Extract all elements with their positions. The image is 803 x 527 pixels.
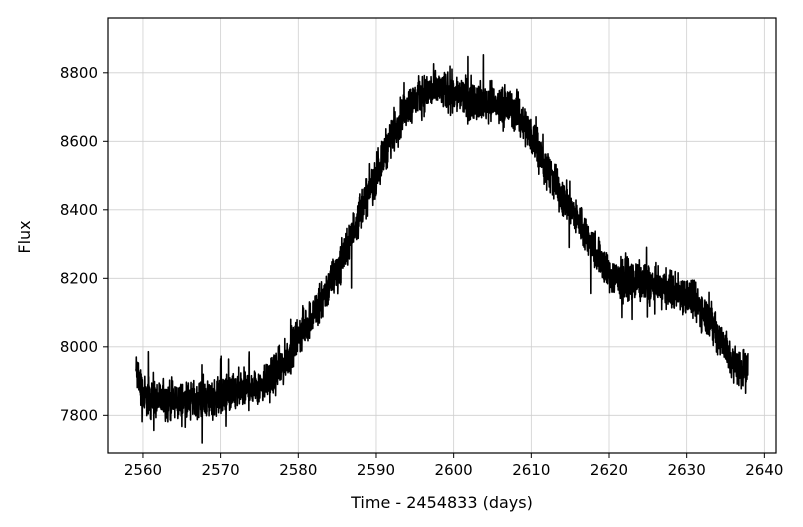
y-tick-label: 8800	[60, 64, 98, 82]
grid	[108, 18, 776, 453]
x-tick-label: 2640	[745, 461, 783, 479]
y-tick-label: 8000	[60, 338, 98, 356]
series-layer	[135, 53, 749, 444]
x-tick-label: 2600	[435, 461, 473, 479]
axis-ticks: 2560 2570 2580 2590 2600 2610 2620 2630 2640 7800…	[60, 64, 784, 479]
x-tick-label: 2610	[512, 461, 550, 479]
y-tick-label: 7800	[60, 406, 98, 424]
flux-series-line	[135, 53, 749, 444]
x-tick-label: 2580	[279, 461, 317, 479]
y-tick-label: 8400	[60, 201, 98, 219]
x-tick-label: 2590	[357, 461, 395, 479]
x-axis-label: Time - 2454833 (days)	[350, 493, 533, 512]
x-tick-label: 2560	[124, 461, 162, 479]
x-tick-label: 2630	[668, 461, 706, 479]
y-axis-label: Flux	[15, 220, 34, 253]
x-tick-label: 2620	[590, 461, 628, 479]
x-tick-label: 2570	[202, 461, 240, 479]
y-tick-label: 8600	[60, 132, 98, 150]
y-tick-label: 8200	[60, 269, 98, 287]
plot-frame	[107, 17, 777, 454]
